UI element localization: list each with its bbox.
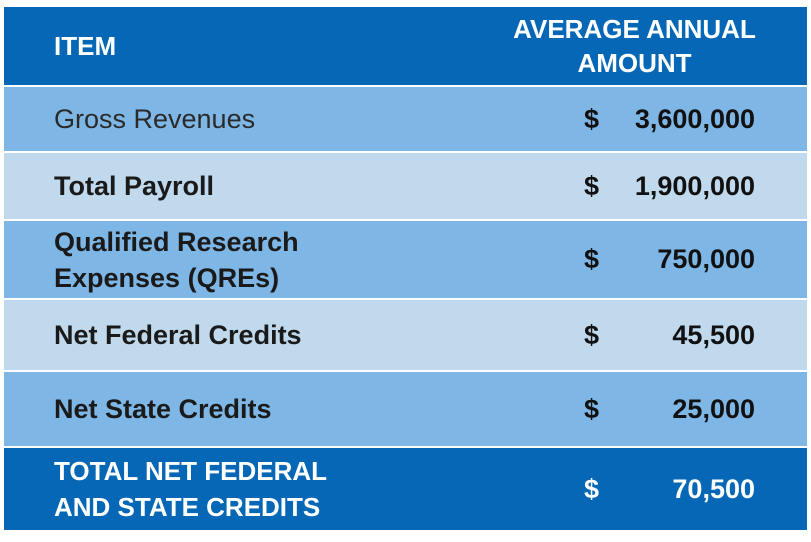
total-amount: 70,500: [672, 473, 755, 504]
header-amount: AVERAGE ANNUAL AMOUNT: [513, 14, 756, 78]
row-item: Total Payroll: [54, 171, 215, 201]
row-item: Gross Revenues: [54, 104, 256, 134]
table-total-row: TOTAL NET FEDERAL AND STATE CREDITS $ 70…: [4, 448, 807, 530]
total-item: TOTAL NET FEDERAL AND STATE CREDITS: [54, 456, 327, 522]
row-amount: 750,000: [657, 244, 755, 274]
table-row: Qualified Research Expenses (QREs) $ 750…: [4, 221, 807, 300]
table-row: Total Payroll $ 1,900,000: [4, 153, 807, 221]
currency-symbol: $: [584, 393, 600, 424]
total-amount-cell: $ 70,500: [474, 474, 807, 505]
row-amount-cell: $ 750,000: [474, 244, 807, 275]
row-amount-cell: $ 25,000: [474, 394, 807, 425]
currency-symbol: $: [584, 244, 600, 274]
table-row: Net State Credits $ 25,000: [4, 372, 807, 448]
row-item: Net Federal Credits: [54, 320, 302, 350]
summary-table: ITEM AVERAGE ANNUAL AMOUNT Gross Revenue…: [4, 7, 807, 530]
table-row: Net Federal Credits $ 45,500: [4, 300, 807, 372]
currency-symbol: $: [584, 473, 600, 504]
row-amount: 45,500: [672, 319, 755, 350]
row-amount-cell: $ 1,900,000: [474, 171, 807, 202]
row-item: Qualified Research Expenses (QREs): [54, 226, 299, 293]
row-amount: 25,000: [672, 393, 755, 424]
table-header-row: ITEM AVERAGE ANNUAL AMOUNT: [4, 7, 807, 87]
row-amount: 1,900,000: [634, 170, 755, 201]
row-amount: 3,600,000: [634, 103, 755, 134]
row-amount-cell: $ 3,600,000: [474, 104, 807, 135]
currency-symbol: $: [584, 170, 600, 201]
currency-symbol: $: [584, 319, 600, 350]
header-item: ITEM: [54, 31, 117, 61]
row-item: Net State Credits: [54, 394, 272, 424]
currency-symbol: $: [584, 103, 600, 134]
row-amount-cell: $ 45,500: [474, 320, 807, 351]
table-row: Gross Revenues $ 3,600,000: [4, 87, 807, 153]
